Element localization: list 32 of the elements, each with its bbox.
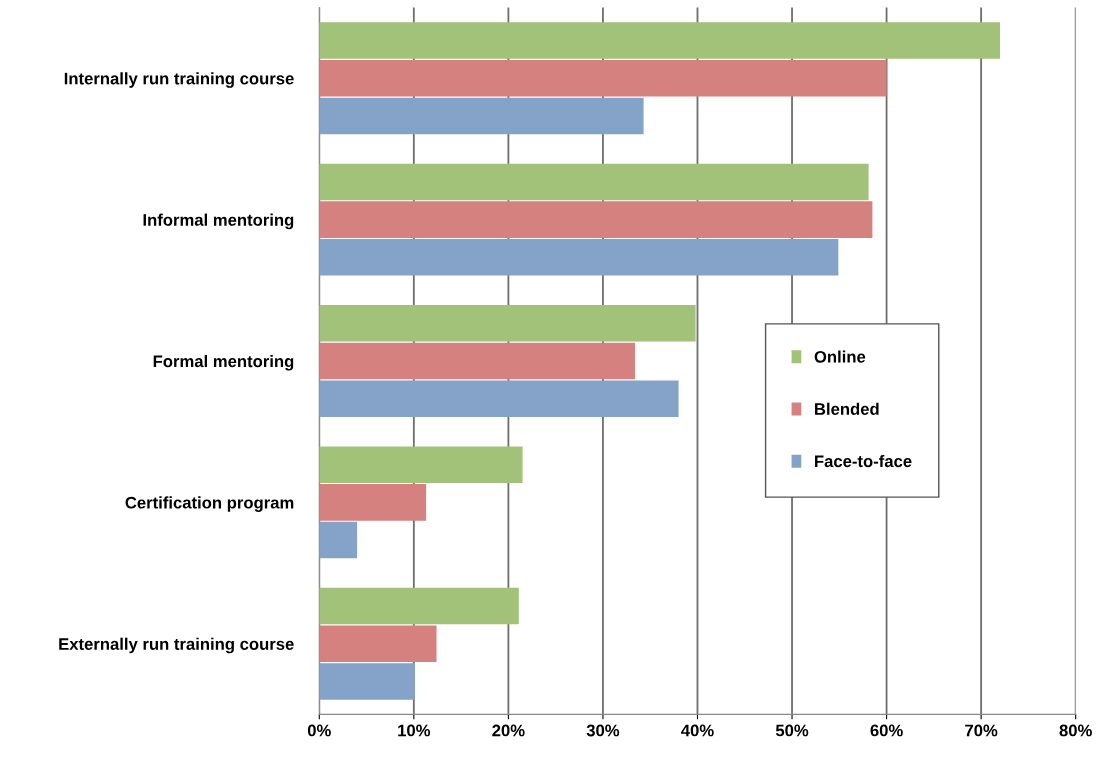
x-tick-label: 0% bbox=[307, 724, 331, 737]
y-tick-label: Formal mentoring bbox=[153, 354, 294, 371]
bar bbox=[319, 521, 358, 559]
legend-label: Online bbox=[814, 350, 866, 363]
bar bbox=[319, 625, 437, 662]
bar bbox=[319, 97, 644, 135]
bar bbox=[319, 60, 887, 97]
x-tick-label: 70% bbox=[965, 724, 998, 737]
x-tick-label: 40% bbox=[681, 724, 714, 737]
y-tick-label: Informal mentoring bbox=[143, 213, 294, 230]
y-tick-label: Externally run training course bbox=[59, 637, 294, 654]
bar bbox=[319, 201, 873, 238]
y-tick-label: Certification program bbox=[125, 496, 294, 512]
bar bbox=[319, 305, 696, 342]
x-tick-label: 20% bbox=[492, 724, 525, 737]
x-tick-label: 30% bbox=[586, 724, 620, 737]
x-tick-label: 50% bbox=[775, 724, 809, 737]
bar bbox=[319, 663, 415, 700]
x-tick-label: 80% bbox=[1059, 724, 1092, 737]
bar bbox=[319, 239, 839, 276]
x-tick-label: 10% bbox=[398, 724, 431, 737]
bar bbox=[319, 163, 869, 201]
y-tick-label: Internally run training course bbox=[64, 72, 294, 88]
bar bbox=[319, 380, 679, 417]
bar bbox=[319, 446, 523, 483]
x-tick-label: 60% bbox=[870, 724, 903, 737]
bar bbox=[319, 484, 427, 521]
bar bbox=[319, 22, 1001, 59]
bar bbox=[319, 342, 636, 380]
bar bbox=[319, 587, 519, 625]
legend-label: Face-to-face bbox=[815, 454, 912, 468]
legend-label: Blended bbox=[815, 402, 879, 415]
